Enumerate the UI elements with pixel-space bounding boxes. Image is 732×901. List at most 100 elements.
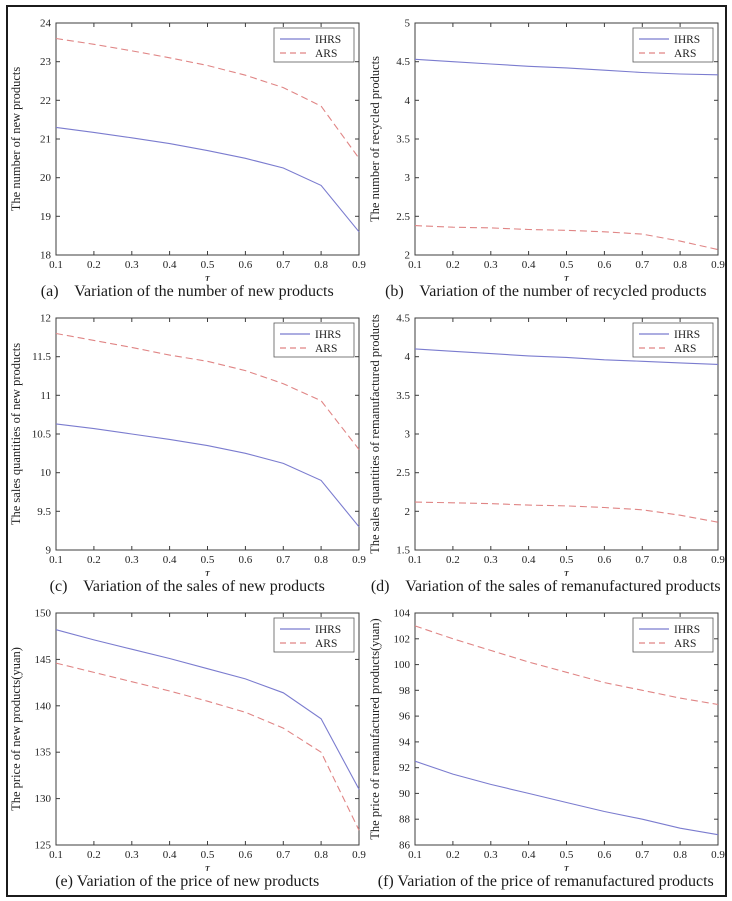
x-axis-label: τ	[205, 565, 211, 576]
svg-text:0.7: 0.7	[635, 259, 649, 271]
svg-text:104: 104	[393, 607, 410, 619]
svg-text:92: 92	[399, 762, 410, 774]
svg-text:0.2: 0.2	[446, 849, 460, 861]
legend: IHRS ARS	[273, 617, 355, 652]
chart-d: 0.1 0.2 0.3 0.4 0.5 0.6 0.7 0.8 0.9 1.5 2 2.5 3 3.5 4 4…	[367, 306, 725, 580]
svg-text:22: 22	[40, 94, 51, 106]
legend: IHRS ARS	[273, 322, 355, 357]
svg-text:135: 135	[35, 746, 52, 758]
legend: IHRS ARS	[632, 322, 714, 357]
svg-text:0.4: 0.4	[163, 849, 177, 861]
chart-c: 0.1 0.2 0.3 0.4 0.5 0.6 0.7 0.8 0.9 9 9.5 10 10.5 11 1…	[8, 306, 367, 580]
svg-text:0.5: 0.5	[201, 849, 215, 861]
svg-text:0.1: 0.1	[408, 849, 422, 861]
svg-text:0.4: 0.4	[163, 259, 177, 271]
svg-text:0.9: 0.9	[352, 259, 366, 271]
svg-text:5: 5	[404, 17, 410, 29]
svg-text:96: 96	[399, 710, 411, 722]
legend-ihrs-label: IHRS	[674, 34, 700, 46]
ars-line	[414, 224, 718, 250]
svg-text:130: 130	[35, 793, 52, 805]
svg-text:102: 102	[393, 633, 410, 645]
svg-text:3: 3	[404, 428, 410, 440]
legend-ihrs-label: IHRS	[315, 624, 341, 636]
svg-text:10.5: 10.5	[32, 428, 52, 440]
svg-text:0.7: 0.7	[635, 849, 649, 861]
svg-text:0.8: 0.8	[673, 259, 687, 271]
caption-c: (c) Variation of the sales of new produc…	[49, 577, 325, 595]
y-axis-ticks: 125 130 135 140 145 150	[35, 607, 360, 851]
svg-text:3.5: 3.5	[396, 133, 410, 145]
svg-text:3.5: 3.5	[396, 389, 410, 401]
svg-text:0.6: 0.6	[239, 849, 253, 861]
svg-text:2: 2	[404, 505, 410, 517]
svg-text:0.1: 0.1	[49, 259, 63, 271]
chart-f: 0.1 0.2 0.3 0.4 0.5 0.6 0.7 0.8 0.9 86 88 90 92 94 96 9…	[367, 601, 725, 875]
svg-text:0.9: 0.9	[711, 554, 725, 566]
chart-b: 0.1 0.2 0.3 0.4 0.5 0.6 0.7 0.8 0.9 2 2.5 3 3.5 4 4.5 5…	[367, 11, 725, 285]
legend-ars-label: ARS	[674, 343, 696, 355]
svg-text:0.8: 0.8	[673, 849, 687, 861]
svg-text:4.5: 4.5	[396, 312, 410, 324]
legend-ars-label: ARS	[315, 638, 337, 650]
legend-ars-label: ARS	[315, 48, 337, 60]
svg-text:0.2: 0.2	[446, 554, 460, 566]
svg-text:0.2: 0.2	[87, 849, 101, 861]
svg-text:0.7: 0.7	[277, 849, 291, 861]
svg-text:0.7: 0.7	[635, 554, 649, 566]
svg-text:0.8: 0.8	[314, 849, 328, 861]
legend-ihrs-label: IHRS	[315, 329, 341, 341]
svg-text:94: 94	[399, 736, 411, 748]
svg-text:0.1: 0.1	[49, 849, 63, 861]
y-axis-ticks: 2 2.5 3 3.5 4 4.5 5	[396, 17, 718, 261]
ihrs-line	[56, 126, 360, 232]
svg-text:0.9: 0.9	[711, 849, 725, 861]
svg-text:0.3: 0.3	[484, 259, 498, 271]
x-axis-ticks: 0.1 0.2 0.3 0.4 0.5 0.6 0.7 0.8 0.9	[49, 612, 367, 861]
panel-e: 0.1 0.2 0.3 0.4 0.5 0.6 0.7 0.8 0.9 125 130 135 140 1…	[8, 600, 367, 895]
ihrs-line	[414, 760, 718, 835]
svg-text:2.5: 2.5	[396, 467, 410, 479]
x-axis-ticks: 0.1 0.2 0.3 0.4 0.5 0.6 0.7 0.8 0.9	[49, 317, 367, 566]
ihrs-line	[414, 347, 718, 365]
panel-d: 0.1 0.2 0.3 0.4 0.5 0.6 0.7 0.8 0.9 1.5 2 2.5 3 3.5 4 4…	[367, 305, 725, 600]
svg-text:0.8: 0.8	[673, 554, 687, 566]
legend-ihrs-label: IHRS	[674, 624, 700, 636]
y-axis-ticks: 86 88 90 92 94 96 98 100 102 104	[393, 607, 718, 851]
chart-e-svg: 0.1 0.2 0.3 0.4 0.5 0.6 0.7 0.8 0.91251301351401…	[9, 607, 367, 875]
svg-text:2: 2	[404, 249, 410, 261]
panel-b: 0.1 0.2 0.3 0.4 0.5 0.6 0.7 0.8 0.9 2 2.5 3 3.5 4 4.5 5…	[367, 10, 725, 305]
ars-line	[414, 624, 718, 705]
svg-text:4.5: 4.5	[396, 56, 410, 68]
chart-b-svg: 0.1 0.2 0.3 0.4 0.5 0.6 0.7 0.8 0.9 2 2.5 3 3.5 4 4.5 5…	[368, 17, 725, 285]
svg-text:18: 18	[40, 249, 52, 261]
x-axis-ticks: 0.1 0.2 0.3 0.4 0.5 0.6 0.7 0.8 0.9	[408, 612, 725, 861]
svg-text:145: 145	[35, 653, 52, 665]
svg-text:21: 21	[40, 133, 51, 145]
svg-text:19: 19	[40, 210, 52, 222]
svg-text:2.5: 2.5	[396, 210, 410, 222]
svg-text:86: 86	[399, 839, 411, 851]
legend: IHRS ARS	[632, 617, 714, 652]
svg-text:12: 12	[40, 312, 51, 324]
svg-text:10: 10	[40, 467, 52, 479]
legend: IHRS ARS	[273, 27, 355, 62]
svg-text:140: 140	[35, 700, 52, 712]
svg-text:0.5: 0.5	[559, 554, 573, 566]
svg-text:150: 150	[35, 607, 52, 619]
caption-d: (d) Variation of the sales of remanufact…	[370, 577, 721, 595]
chart-d-svg: 0.1 0.2 0.3 0.4 0.5 0.6 0.7 0.8 0.9 1.5 2 2.5 3 3.5 4 4…	[368, 312, 725, 580]
svg-text:1.5: 1.5	[396, 544, 410, 556]
legend-ars-label: ARS	[315, 343, 337, 355]
svg-text:0.9: 0.9	[352, 554, 366, 566]
svg-text:0.6: 0.6	[239, 554, 253, 566]
svg-text:100: 100	[393, 659, 410, 671]
y-axis-label: The sales quantities of remanufactured p…	[368, 313, 382, 553]
svg-text:88: 88	[399, 813, 411, 825]
svg-text:0.2: 0.2	[87, 554, 101, 566]
chart-a: 0.1 0.2 0.3 0.4 0.5 0.6 0.7 0.8 0.9 18 19 20 21 22 23 2…	[8, 11, 366, 285]
svg-text:0.3: 0.3	[125, 259, 139, 271]
y-axis-label: The price of new products(yuan)	[9, 647, 23, 811]
caption-e: (e) Variation of the price of new produc…	[55, 872, 320, 890]
